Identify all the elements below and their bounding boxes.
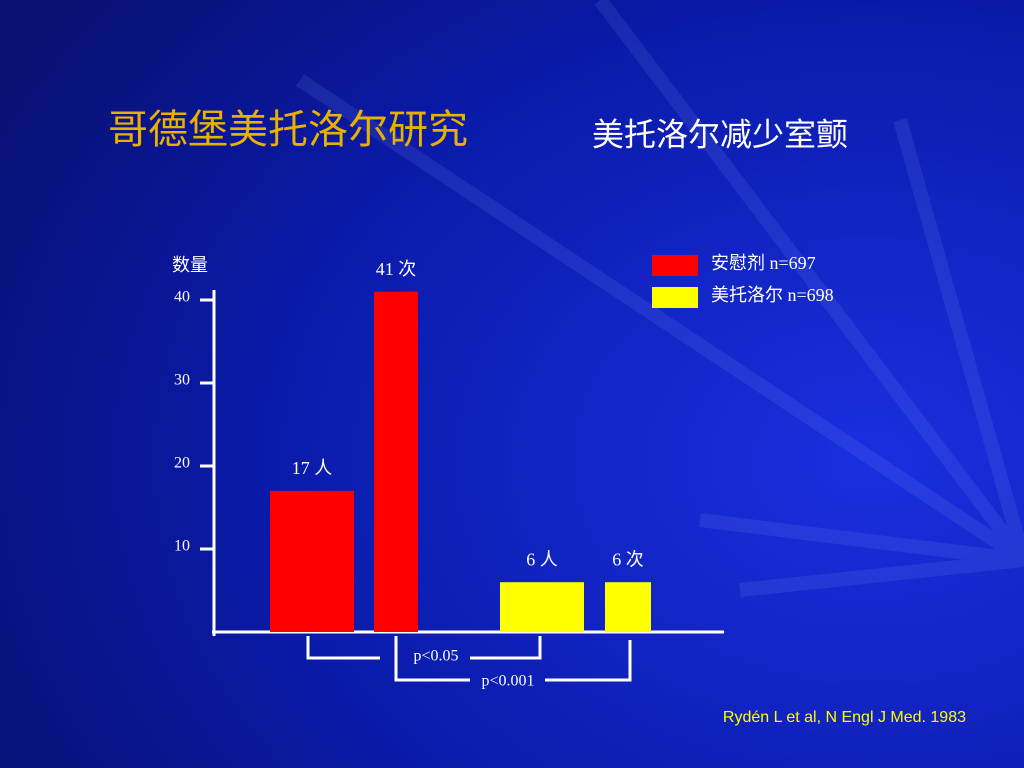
y-tick-label: 10 <box>174 538 190 555</box>
y-tick-label: 30 <box>174 372 190 389</box>
value-label: 6 人 <box>526 549 558 569</box>
value-label: 17 人 <box>292 458 333 478</box>
bar <box>374 291 418 632</box>
subtitle: 美托洛尔减少室颤 <box>592 116 848 152</box>
background-rays <box>296 0 1024 597</box>
p-value: p<0.001 <box>481 673 534 690</box>
bar <box>605 582 651 632</box>
legend-swatch <box>652 287 698 308</box>
legend-label: 安慰剂 n=697 <box>711 253 816 273</box>
significance-brackets <box>306 636 632 682</box>
value-label: 41 次 <box>376 259 417 279</box>
citation: Rydén L et al, N Engl J Med. 1983 <box>723 709 966 726</box>
bar <box>270 490 354 632</box>
y-axis-label: 数量 <box>172 255 208 275</box>
bar <box>500 582 584 632</box>
legend-swatch <box>652 255 698 276</box>
y-tick-label: 20 <box>174 455 190 472</box>
value-label: 6 次 <box>612 549 644 569</box>
title: 哥德堡美托洛尔研究 <box>108 107 468 152</box>
legend-label: 美托洛尔 n=698 <box>711 285 834 305</box>
y-tick-label: 40 <box>174 289 190 306</box>
p-value: p<0.05 <box>413 648 458 665</box>
